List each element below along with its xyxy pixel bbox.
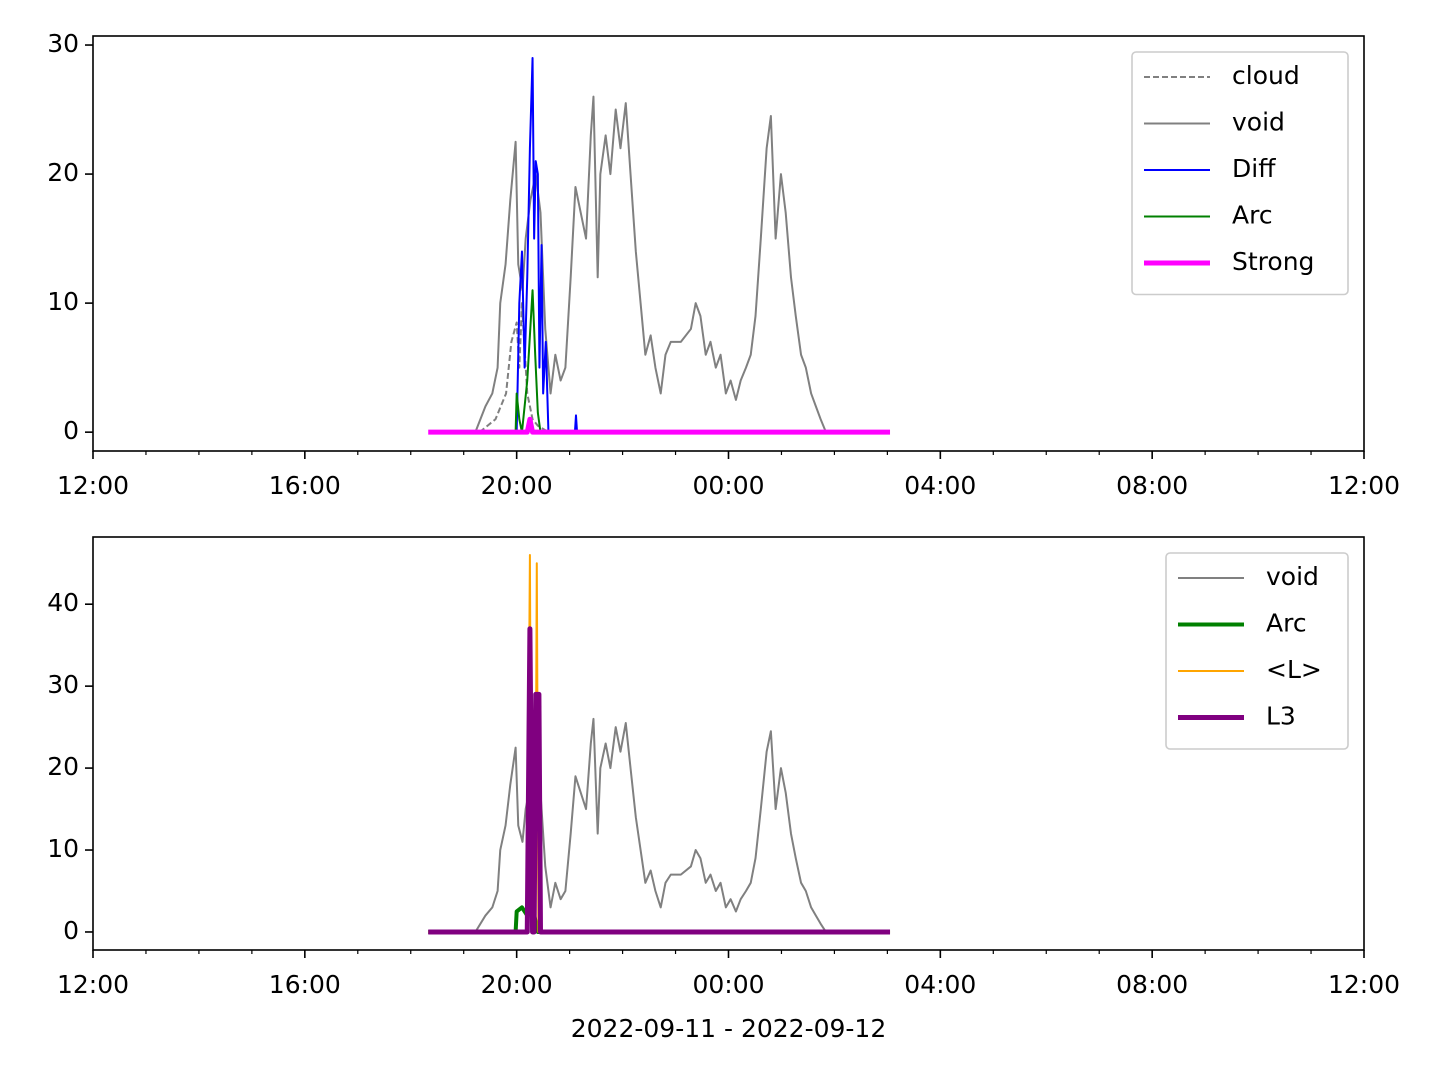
y-tick-label: 0: [63, 416, 79, 445]
x-tick-label: 08:00: [1116, 970, 1188, 999]
legend: void Arc <L> L3: [1165, 552, 1349, 750]
x-tick-label: 04:00: [904, 471, 976, 500]
legend-label: Arc: [1232, 201, 1273, 230]
y-tick-label: 10: [47, 834, 79, 863]
legend-label: <L>: [1266, 655, 1322, 684]
y-tick-label: 0: [63, 916, 79, 945]
y-tick-label: 30: [47, 29, 79, 58]
y-tick-label: 30: [47, 670, 79, 699]
legend-label: L3: [1266, 702, 1296, 731]
legend-label: Arc: [1266, 609, 1307, 638]
series-line: [428, 416, 891, 435]
legend-label: cloud: [1232, 61, 1300, 90]
legend-label: void: [1232, 108, 1285, 137]
x-tick-label: 20:00: [481, 471, 553, 500]
x-tick-label: 20:00: [481, 970, 553, 999]
x-tick-label: 12:00: [57, 970, 129, 999]
x-tick-label: 16:00: [269, 471, 341, 500]
x-tick-label: 08:00: [1116, 471, 1188, 500]
x-tick-label: 00:00: [692, 471, 764, 500]
legend-label: Diff: [1232, 154, 1276, 183]
x-tick-label: 16:00: [269, 970, 341, 999]
series-line: [514, 289, 542, 434]
axes: 12:00 16:00 20:00 00:00 04:00 08:00 12:00 0 10 20…: [47, 29, 1400, 500]
y-tick-label: 10: [47, 287, 79, 316]
series-line: [428, 626, 891, 935]
legend-frame: [1165, 552, 1349, 750]
x-tick-label: 00:00: [692, 970, 764, 999]
legend-label: Strong: [1232, 247, 1314, 276]
x-tick-label: 12:00: [57, 471, 129, 500]
axes: 12:00 16:00 20:00 00:00 04:00 08:00 12:00 0 10 20…: [47, 536, 1400, 1043]
series-line: [428, 554, 891, 933]
x-tick-label: 12:00: [1328, 970, 1400, 999]
series-line: [428, 905, 891, 934]
x-tick-label: 04:00: [904, 970, 976, 999]
y-tick-label: 40: [47, 588, 79, 617]
legend-label: void: [1266, 562, 1319, 591]
x-axis-label: 2022-09-11 - 2022-09-12: [571, 1014, 887, 1043]
series-line: [478, 302, 549, 434]
y-tick-label: 20: [47, 158, 79, 187]
x-tick-label: 12:00: [1328, 471, 1400, 500]
legend-frame: [1131, 51, 1349, 296]
legend: cloud void Diff Arc Strong: [1131, 51, 1349, 296]
y-tick-label: 20: [47, 752, 79, 781]
